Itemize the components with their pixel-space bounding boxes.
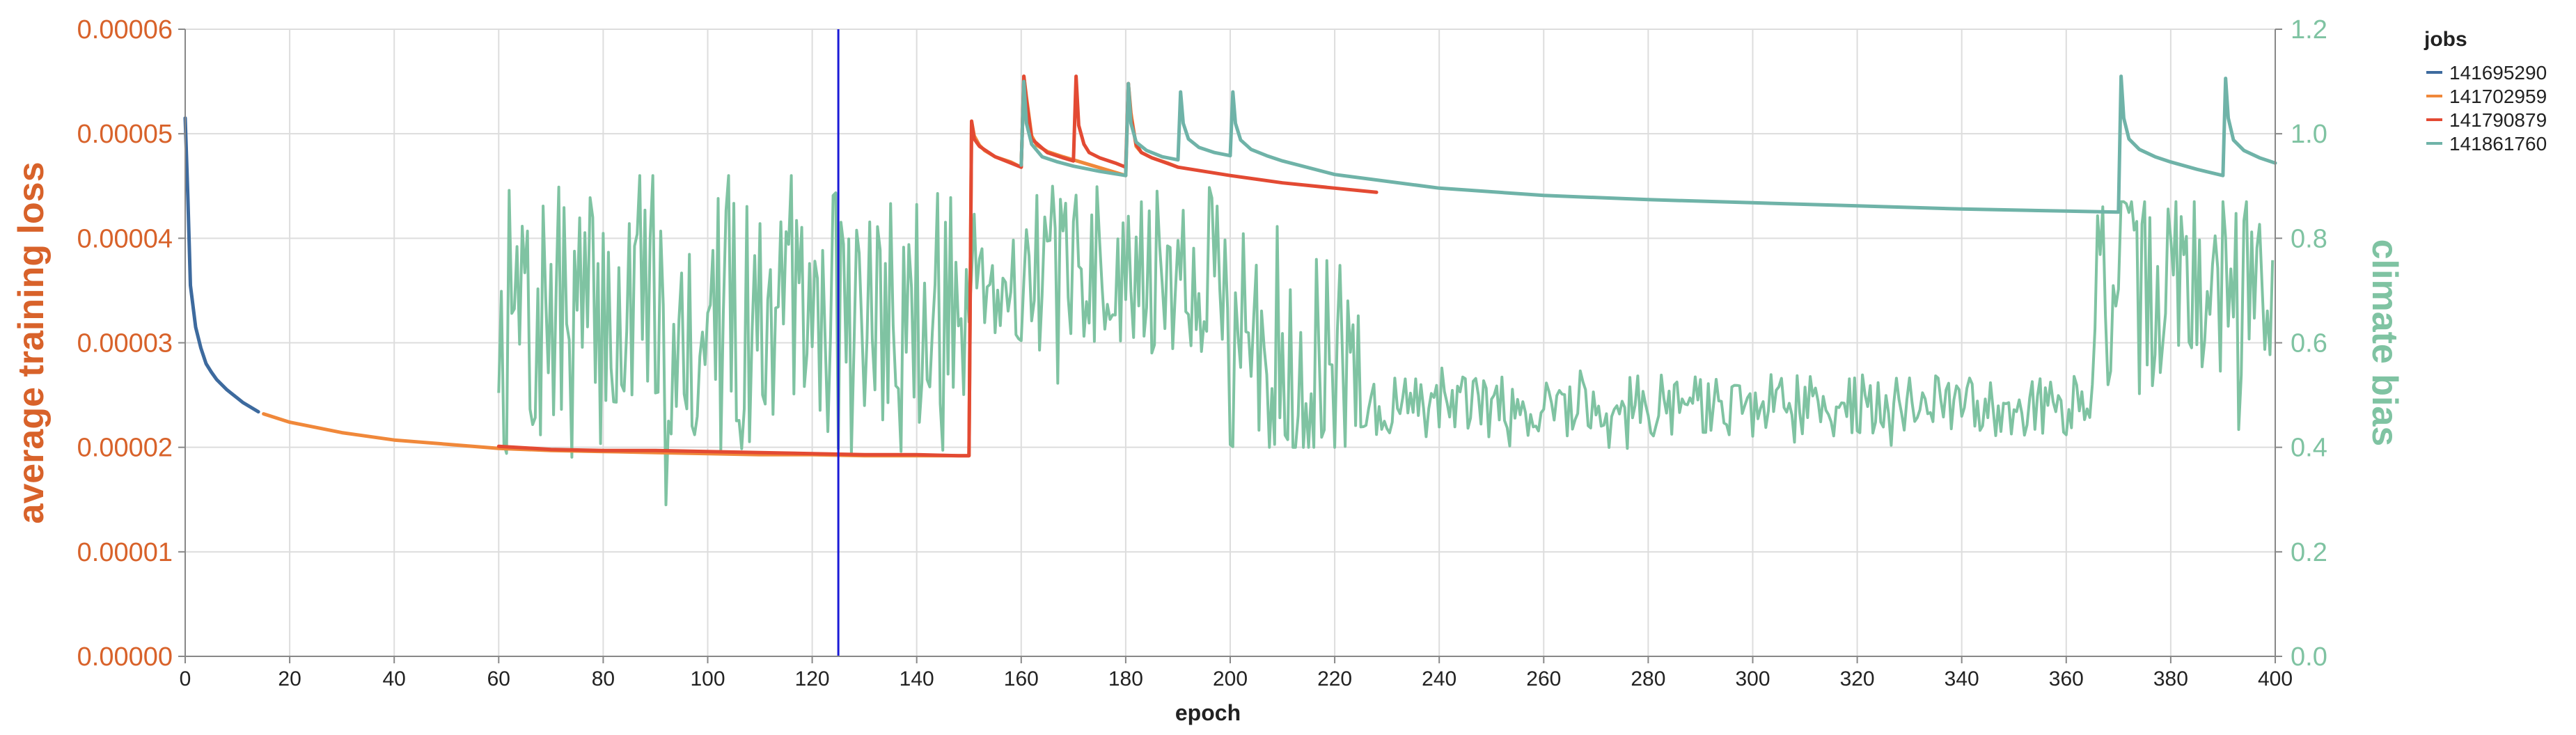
right-tick-label: 0.6 bbox=[2291, 329, 2327, 358]
x-tick-label: 20 bbox=[278, 667, 301, 690]
x-tick-label: 200 bbox=[1213, 667, 1248, 690]
x-tick-label: 120 bbox=[795, 667, 830, 690]
legend-label: 141695290 bbox=[2449, 62, 2547, 84]
x-tick-label: 220 bbox=[1317, 667, 1352, 690]
series-layer bbox=[183, 29, 2277, 656]
left-tick-label: 0.00006 bbox=[77, 15, 173, 45]
x-tick-label: 180 bbox=[1108, 667, 1143, 690]
right-tick-label: 1.0 bbox=[2291, 120, 2327, 149]
right-axis-title: climate bias bbox=[2364, 239, 2405, 447]
x-tick-label: 160 bbox=[1004, 667, 1039, 690]
right-tick-label: 0.4 bbox=[2291, 434, 2327, 463]
x-tick-label: 60 bbox=[487, 667, 510, 690]
axes: 0 20 40 60 80 100 120 140 160 180 200 220 240 260 280 3… bbox=[77, 15, 2327, 690]
x-tick-label: 400 bbox=[2258, 667, 2293, 690]
x-tick-label: 80 bbox=[592, 667, 615, 690]
right-tick-label: 1.2 bbox=[2291, 15, 2327, 45]
series-line-141695290 bbox=[183, 116, 260, 414]
legend-title: jobs bbox=[2424, 28, 2467, 51]
left-tick-label: 0.00005 bbox=[77, 120, 173, 149]
x-tick-label: 40 bbox=[383, 667, 406, 690]
x-tick-label: 300 bbox=[1735, 667, 1770, 690]
x-tick-label: 240 bbox=[1422, 667, 1456, 690]
left-tick-label: 0.00003 bbox=[77, 329, 173, 358]
left-tick-label: 0.00002 bbox=[77, 434, 173, 463]
x-tick-label: 380 bbox=[2153, 667, 2188, 690]
x-tick-label: 360 bbox=[2049, 667, 2084, 690]
legend-label: 141861760 bbox=[2449, 133, 2547, 155]
x-tick-label: 280 bbox=[1631, 667, 1665, 690]
left-tick-label: 0.00001 bbox=[77, 538, 173, 567]
x-axis-title: epoch bbox=[1175, 700, 1241, 725]
left-tick-label: 0.00004 bbox=[77, 224, 173, 253]
right-tick-label: 0.0 bbox=[2291, 642, 2327, 672]
legend-label: 141790879 bbox=[2449, 109, 2547, 131]
x-tick-label: 340 bbox=[1945, 667, 1979, 690]
x-tick-label: 0 bbox=[180, 667, 191, 690]
x-tick-label: 100 bbox=[690, 667, 725, 690]
right-tick-label: 0.2 bbox=[2291, 538, 2327, 567]
left-axis-title: average training loss bbox=[11, 161, 52, 523]
right-tick-label: 0.8 bbox=[2291, 224, 2327, 253]
series-line-climate-bias bbox=[497, 174, 2275, 507]
x-tick-label: 140 bbox=[900, 667, 934, 690]
series-line-141861760 bbox=[1019, 74, 2277, 214]
x-tick-label: 320 bbox=[1840, 667, 1875, 690]
x-tick-label: 260 bbox=[1526, 667, 1561, 690]
left-tick-label: 0.00000 bbox=[77, 642, 173, 672]
legend-label: 141702959 bbox=[2449, 86, 2547, 107]
legend: jobs 14169529014170295914179087914186176… bbox=[2424, 28, 2547, 155]
